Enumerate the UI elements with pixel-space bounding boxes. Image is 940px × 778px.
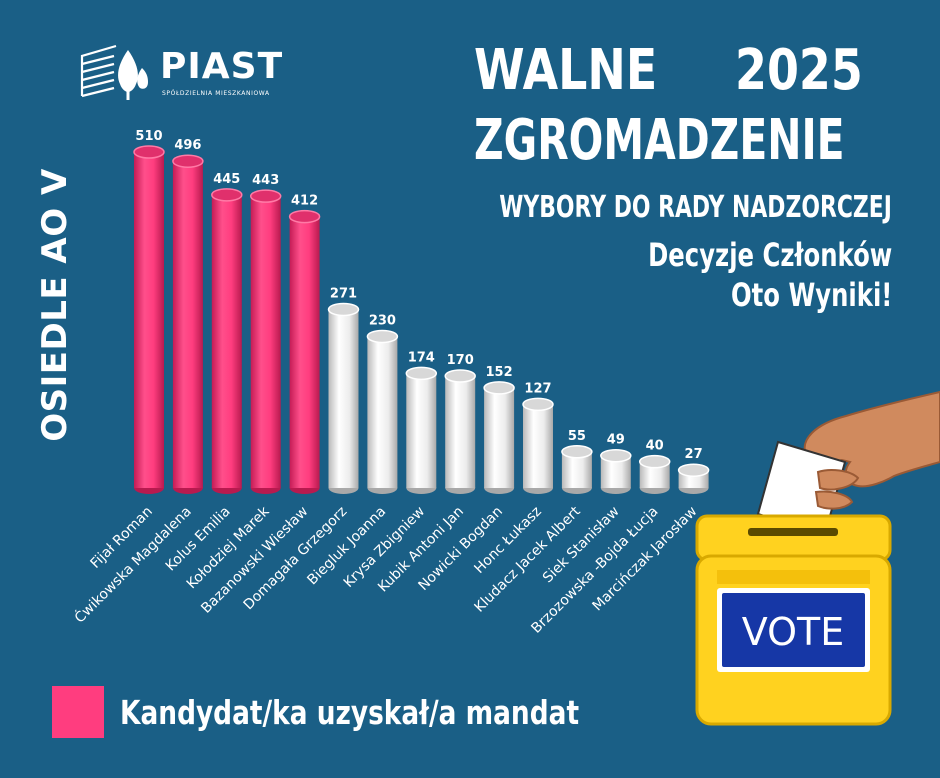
bar	[444, 369, 476, 494]
estate-label: OSIEDLE AO V	[35, 168, 75, 442]
bar-value-label: 127	[524, 381, 551, 396]
legend: Kandydat/ka uzyskał/a mandat	[52, 686, 694, 738]
bar-value-label: 49	[607, 433, 625, 448]
headline-decisions: Decyzje Członków	[647, 236, 892, 274]
bar-value-label: 55	[568, 429, 586, 444]
bar	[483, 381, 515, 494]
legend-label: Kandydat/ka uzyskał/a mandat	[120, 692, 580, 732]
logo-subtitle: SPÓŁDZIELNIA MIESZKANIOWA	[162, 90, 270, 97]
ballot-box-illustration: VOTE	[695, 390, 940, 726]
bar	[522, 397, 554, 494]
headline-walne: WALNE	[474, 38, 658, 103]
bar	[133, 145, 165, 494]
bar-value-label: 271	[330, 286, 357, 301]
bar	[172, 154, 204, 494]
bar	[327, 302, 360, 494]
bar-value-label: 170	[447, 353, 474, 368]
bar-value-label: 445	[213, 172, 240, 187]
headline-results: Oto Wyniki!	[730, 276, 892, 314]
bar	[211, 188, 243, 494]
headline-zgromadzenie: ZGROMADZENIE	[474, 108, 845, 173]
piast-logo: PIAST SPÓŁDZIELNIA MIESZKANIOWA	[78, 42, 288, 104]
bar	[405, 366, 438, 494]
headline-elections: WYBORY DO RADY NADZORCZEJ	[499, 190, 892, 225]
vote-label: VOTE	[742, 610, 844, 654]
bar-value-label: 27	[685, 447, 703, 462]
headline-year: 2025	[735, 38, 863, 103]
bar-value-label: 510	[135, 129, 162, 144]
bar	[677, 463, 710, 494]
bar	[288, 209, 321, 494]
legend-swatch-elected	[52, 686, 104, 738]
logo-name: PIAST	[160, 46, 284, 87]
bar-value-label: 496	[174, 138, 201, 153]
bar-value-label: 174	[408, 350, 435, 365]
bar	[561, 445, 593, 494]
bar	[366, 329, 399, 494]
bar	[638, 454, 671, 494]
hand-icon	[803, 390, 940, 488]
bar-value-label: 152	[486, 365, 513, 380]
bar	[249, 189, 282, 494]
bar-value-label: 40	[646, 439, 664, 454]
bar-value-label: 230	[369, 313, 396, 328]
building-tree-logo-icon	[80, 44, 148, 100]
bar-value-label: 443	[252, 173, 279, 188]
bar	[600, 448, 632, 494]
bar-value-label: 412	[291, 194, 318, 209]
